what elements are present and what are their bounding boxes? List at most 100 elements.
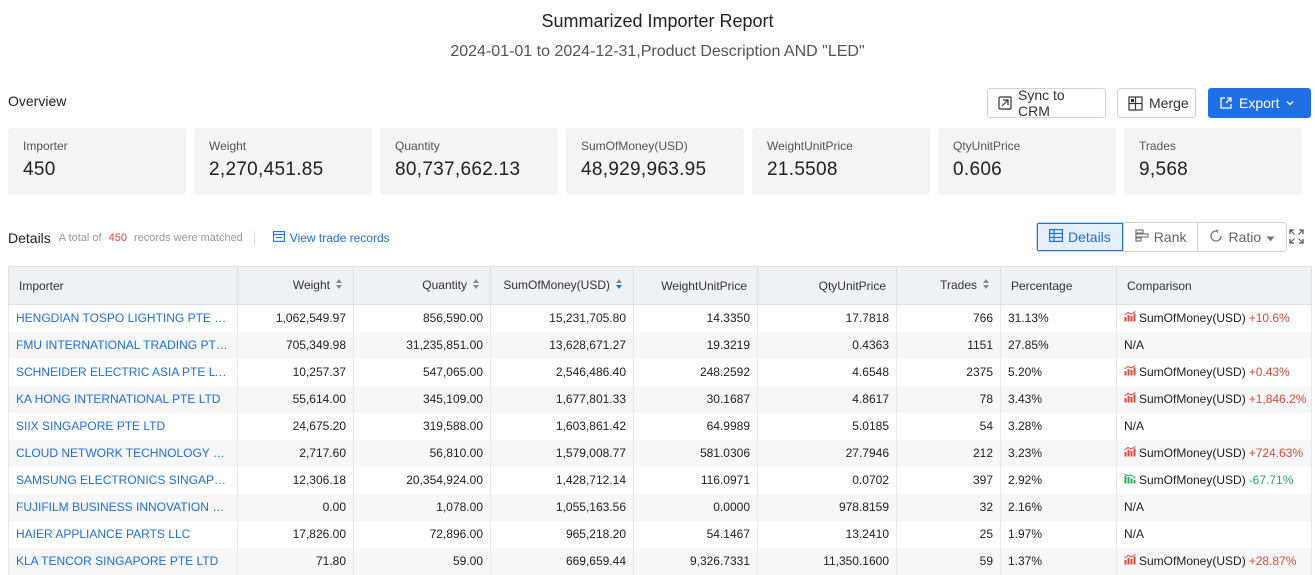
qty-unit-price-cell: 11,350.1600: [757, 547, 897, 575]
merge-icon: [1128, 95, 1143, 111]
qty-unit-price-cell: 0.0702: [757, 466, 897, 494]
column-header-trades[interactable]: Trades: [896, 266, 1001, 305]
importer-link[interactable]: HAIER APPLIANCE PARTS LLC: [8, 520, 238, 548]
merge-button[interactable]: Merge: [1117, 88, 1196, 118]
comparison-cell: N/A: [1116, 331, 1312, 359]
quantity-cell: 1,078.00: [353, 493, 491, 521]
sort-icon[interactable]: [472, 278, 480, 293]
table-row: KLA TENCOR SINGAPORE PTE LTD 71.80 59.00 66…: [8, 547, 1312, 575]
weight-unit-price-cell: 0.0000: [633, 493, 758, 521]
stat-card-quantity: Quantity 80,737,662.13: [380, 128, 558, 195]
importer-link[interactable]: KA HONG INTERNATIONAL PTE LTD: [8, 385, 238, 413]
details-heading: Details: [8, 230, 51, 246]
column-header-weight[interactable]: Weight: [237, 266, 354, 305]
view-trade-records-link[interactable]: View trade records: [272, 231, 390, 245]
tab-rank-label: Rank: [1153, 229, 1187, 245]
percentage-cell: 31.13%: [1000, 304, 1117, 332]
trades-cell: 32: [896, 493, 1001, 521]
trades-cell: 25: [896, 520, 1001, 548]
stat-label: QtyUnitPrice: [953, 139, 1021, 153]
importer-link[interactable]: HENGDIAN TOSPO LIGHTING PTE LTD: [8, 304, 238, 332]
weight-cell: 0.00: [237, 493, 354, 521]
weight-unit-price-cell: 116.0971: [633, 466, 758, 494]
trades-cell: 397: [896, 466, 1001, 494]
tab-details[interactable]: Details: [1037, 223, 1123, 251]
chevron-down-icon: [1285, 98, 1295, 108]
importer-link[interactable]: SAMSUNG ELECTRONICS SINGAPORE P...: [8, 466, 238, 494]
comparison-label: SumOfMoney(USD): [1139, 392, 1246, 406]
export-icon: [1219, 96, 1233, 110]
column-header-weight-unit-price: WeightUnitPrice: [633, 266, 758, 305]
column-header-sum-of-money[interactable]: SumOfMoney(USD): [490, 266, 634, 305]
sort-icon[interactable]: [982, 278, 990, 293]
importer-link[interactable]: KLA TENCOR SINGAPORE PTE LTD: [8, 547, 238, 575]
qty-unit-price-cell: 5.0185: [757, 412, 897, 440]
sort-descending-icon[interactable]: [615, 278, 623, 293]
importer-link[interactable]: SCHNEIDER ELECTRIC ASIA PTE LTD: [8, 358, 238, 386]
sort-icon[interactable]: [335, 278, 343, 293]
stat-card-weight: Weight 2,270,451.85: [194, 128, 372, 195]
trend-up-icon: [1124, 446, 1136, 460]
export-button[interactable]: Export: [1208, 88, 1311, 118]
table-row: FMU INTERNATIONAL TRADING PTE LTD 705,349…: [8, 331, 1312, 359]
divider: [253, 231, 255, 245]
comparison-cell: SumOfMoney(USD) +28.87%: [1116, 547, 1312, 575]
percentage-cell: 3.23%: [1000, 439, 1117, 467]
sum-of-money-cell: 669,659.44: [490, 547, 634, 575]
importer-link[interactable]: SIIX SINGAPORE PTE LTD: [8, 412, 238, 440]
stat-card-sum-of-money: SumOfMoney(USD) 48,929,963.95: [566, 128, 744, 195]
column-label: Comparison: [1127, 278, 1192, 293]
ratio-icon: [1209, 228, 1223, 246]
weight-cell: 705,349.98: [237, 331, 354, 359]
stat-label: SumOfMoney(USD): [581, 139, 688, 153]
comparison-label: SumOfMoney(USD): [1139, 473, 1246, 487]
trades-cell: 1151: [896, 331, 1001, 359]
importer-link[interactable]: FMU INTERNATIONAL TRADING PTE LTD: [8, 331, 238, 359]
sum-of-money-cell: 965,218.20: [490, 520, 634, 548]
comparison-label: N/A: [1124, 527, 1145, 541]
trades-cell: 78: [896, 385, 1001, 413]
column-label: Trades: [940, 277, 977, 292]
fullscreen-icon[interactable]: [1289, 229, 1304, 249]
tab-ratio[interactable]: Ratio: [1197, 223, 1286, 251]
comparison-label: SumOfMoney(USD): [1139, 311, 1246, 326]
trend-up-icon: [1124, 392, 1136, 406]
page-subtitle: 2024-01-01 to 2024-12-31,Product Descrip…: [450, 43, 865, 60]
column-label: Percentage: [1011, 278, 1073, 293]
stat-value: 450: [23, 159, 56, 180]
qty-unit-price-cell: 4.6548: [757, 358, 897, 386]
stat-value: 9,568: [1139, 159, 1189, 180]
weight-unit-price-cell: 248.2592: [633, 358, 758, 386]
sync-to-crm-button[interactable]: Sync to CRM: [987, 87, 1106, 119]
quantity-cell: 56,810.00: [353, 439, 491, 467]
percentage-cell: 2.92%: [1000, 466, 1117, 494]
comparison-change: +28.87%: [1248, 554, 1297, 568]
importer-link[interactable]: CLOUD NETWORK TECHNOLOGY SINGA...: [8, 439, 238, 467]
overview-heading: Overview: [8, 93, 67, 109]
column-header-quantity[interactable]: Quantity: [353, 266, 491, 305]
qty-unit-price-cell: 978.8159: [757, 493, 897, 521]
tab-rank[interactable]: Rank: [1122, 223, 1198, 251]
trades-cell: 766: [896, 304, 1001, 332]
quantity-cell: 319,588.00: [353, 412, 491, 440]
quantity-cell: 59.00: [353, 547, 491, 575]
comparison-cell: SumOfMoney(USD) +1,846.2%: [1116, 385, 1312, 413]
comparison-cell: SumOfMoney(USD) -67.71%: [1116, 466, 1312, 494]
importer-link[interactable]: FUJIFILM BUSINESS INNOVATION CORP: [8, 493, 238, 521]
table-row: SIIX SINGAPORE PTE LTD 24,675.20 319,588.0…: [8, 412, 1312, 440]
sum-of-money-cell: 15,231,705.80: [490, 304, 634, 332]
weight-unit-price-cell: 64.9989: [633, 412, 758, 440]
table-row: KA HONG INTERNATIONAL PTE LTD 55,614.00 34…: [8, 385, 1312, 413]
comparison-label: N/A: [1124, 500, 1145, 514]
quantity-cell: 345,109.00: [353, 385, 491, 413]
percentage-cell: 3.43%: [1000, 385, 1117, 413]
quantity-cell: 856,590.00: [353, 304, 491, 332]
column-label: SumOfMoney(USD): [503, 277, 610, 292]
stat-label: WeightUnitPrice: [767, 139, 853, 153]
comparison-cell: N/A: [1116, 412, 1312, 440]
sync-icon: [998, 96, 1012, 110]
stat-card-importer: Importer 450: [8, 128, 186, 195]
table-header-row: Importer Weight Quantity SumOfMoney(USD)…: [8, 266, 1312, 305]
page-title: Summarized Importer Report: [541, 11, 774, 31]
weight-cell: 71.80: [237, 547, 354, 575]
